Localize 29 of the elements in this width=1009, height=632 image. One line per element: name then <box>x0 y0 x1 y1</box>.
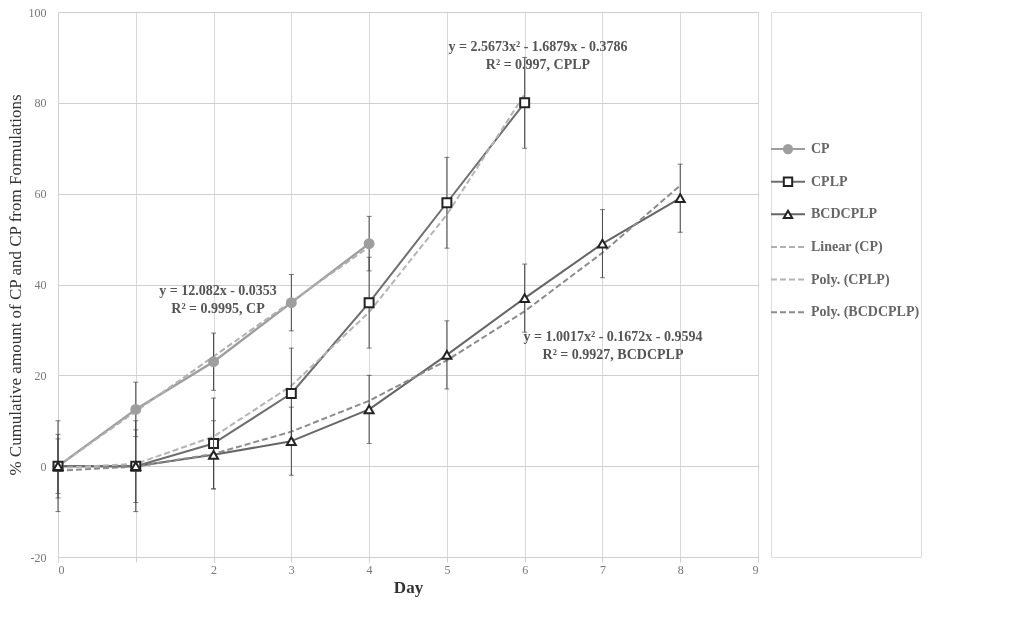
legend-label: BCDCPLP <box>811 206 878 222</box>
y-tick-label: 20 <box>34 368 47 383</box>
y-tick-label: 100 <box>28 5 47 20</box>
x-tick-label: 8 <box>677 562 684 577</box>
legend-label: Poly. (BCDCPLP) <box>811 304 920 321</box>
annotation: R² = 0.9995, CP <box>171 301 266 316</box>
y-tick-label: 60 <box>34 187 47 202</box>
x-tick-label: 4 <box>366 562 373 577</box>
annotation: R² = 0.9927, BCDCPLP <box>542 347 684 362</box>
legend-label: CPLP <box>811 173 848 189</box>
x-tick-label: 9 <box>752 562 759 577</box>
x-tick-label: 6 <box>522 562 529 577</box>
legend-label: CP <box>811 141 831 157</box>
x-tick-label: 7 <box>599 562 606 577</box>
x-axis-title: Day <box>393 577 424 597</box>
x-tick-label: 2 <box>211 562 218 577</box>
annotation: y = 12.082x - 0.0353 <box>159 283 277 298</box>
x-tick-label: 3 <box>288 562 295 577</box>
annotation: y = 1.0017x² - 0.1672x - 0.9594 <box>523 329 703 344</box>
legend-label: Poly. (CPLP) <box>811 271 890 288</box>
annotation: y = 2.5673x² - 1.6879x - 0.3786 <box>448 39 628 54</box>
y-tick-label: 0 <box>40 459 47 474</box>
y-tick-label: 80 <box>34 96 47 111</box>
y-tick-label: 40 <box>34 278 47 292</box>
x-tick-label: 5 <box>444 562 451 577</box>
x-tick-label: 0 <box>58 562 65 577</box>
y-tick-label: -20 <box>30 550 47 565</box>
y-axis-title: % Cumulative amount of CP and CP from Formulations <box>5 94 25 476</box>
legend-label: Linear (CP) <box>811 238 884 255</box>
